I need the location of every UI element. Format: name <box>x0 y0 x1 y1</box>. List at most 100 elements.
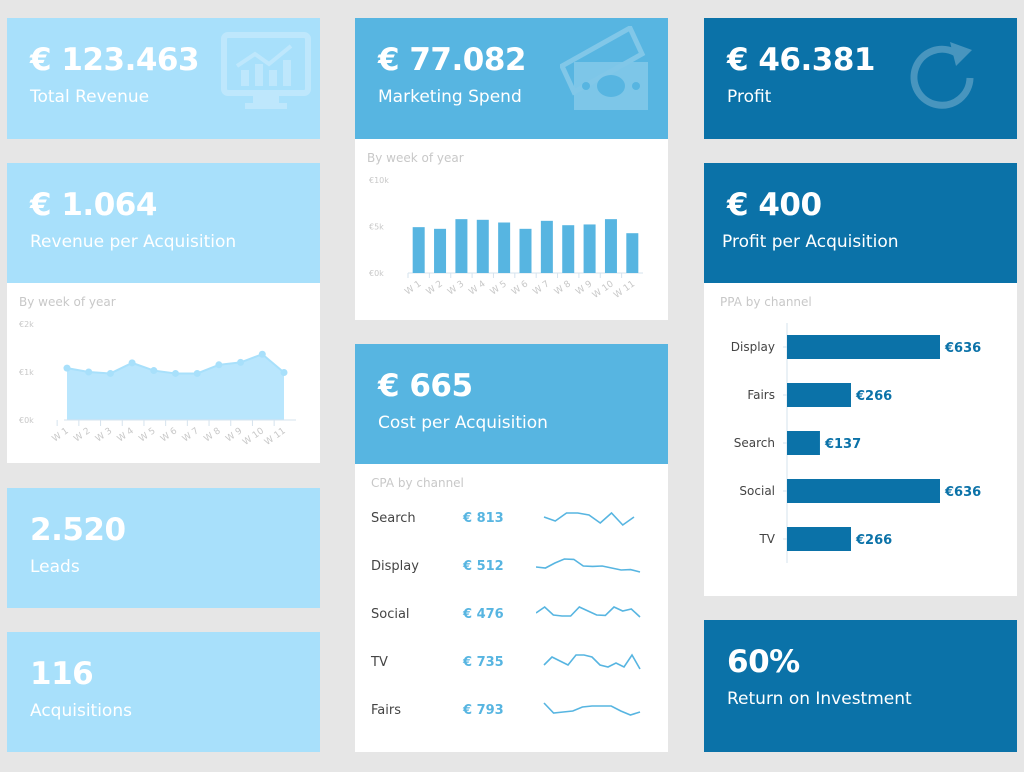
x-tick-label: W 6 <box>159 426 179 444</box>
x-tick-label: W 8 <box>553 279 573 297</box>
y-tick-label: €1k <box>19 368 34 377</box>
sparkline-path <box>543 511 635 527</box>
roi-card: 60% Return on Investment <box>704 620 1017 752</box>
money-icon <box>560 26 648 110</box>
ppa-by-channel-panel: PPA by channel Display €636 Fairs €266 Searc… <box>704 283 1017 596</box>
ppa-bar-chart: Display €636 Fairs €266 Search €137 Social €636… <box>731 323 981 563</box>
kpi-value: € 665 <box>378 368 473 404</box>
kpi-label: Cost per Acquisition <box>378 413 548 433</box>
channel-row: Display € 512 <box>371 551 651 581</box>
bar <box>498 222 511 273</box>
y-tick-label: €10k <box>369 176 389 185</box>
x-tick-label: W 6 <box>510 279 530 297</box>
kpi-label: Revenue per Acquisition <box>30 232 237 252</box>
bar <box>562 225 575 273</box>
y-tick-label: €0k <box>19 416 34 425</box>
category-label: Display <box>731 340 775 354</box>
cpa-by-channel-panel: CPA by channel Search € 813 Display € 512 So… <box>355 464 668 752</box>
kpi-value: 60% <box>727 644 800 680</box>
data-point <box>128 359 136 367</box>
bar-value-label: €266 <box>855 389 892 404</box>
channel-row: Social € 476 <box>371 599 651 629</box>
chart-title: PPA by channel <box>720 295 812 309</box>
kpi-value: € 77.082 <box>378 42 527 78</box>
channel-value: € 735 <box>463 655 504 670</box>
x-tick-label: W 1 <box>51 426 71 444</box>
x-tick-label: W 4 <box>467 279 487 297</box>
sparkline <box>543 653 641 670</box>
bar <box>519 228 532 273</box>
revenue-per-acquisition-card: € 1.064 Revenue per Acquisition <box>7 163 320 283</box>
sparkline <box>536 558 641 573</box>
x-tick-label: W 10 <box>591 279 616 301</box>
marketing-spend-card: € 77.082 Marketing Spend <box>355 18 668 139</box>
category-label: Fairs <box>747 388 775 402</box>
channel-name: Display <box>371 559 419 574</box>
channel-value: € 793 <box>463 703 504 718</box>
data-point <box>63 364 71 372</box>
bar <box>787 431 820 455</box>
channel-row: Fairs € 793 <box>371 695 651 725</box>
x-tick-label: W 7 <box>181 426 201 444</box>
bar-value-label: €636 <box>944 485 981 500</box>
data-point <box>280 368 288 376</box>
kpi-value: 2.520 <box>30 512 126 548</box>
area-fill <box>67 354 284 420</box>
cost-per-acquisition-card: € 665 Cost per Acquisition <box>355 344 668 464</box>
x-tick-label: W 3 <box>446 279 466 297</box>
x-tick-label: W 2 <box>425 279 445 297</box>
channel-name: Social <box>371 607 410 622</box>
data-point <box>237 358 245 366</box>
refresh-icon <box>910 42 974 109</box>
channel-name: TV <box>371 655 388 670</box>
bar <box>540 220 553 273</box>
data-point <box>85 368 93 376</box>
bar-value-label: €266 <box>855 533 892 548</box>
channel-name: Search <box>371 511 416 526</box>
kpi-label: Profit per Acquisition <box>722 232 899 252</box>
sparkline <box>543 702 641 716</box>
y-tick-label: €2k <box>19 320 34 329</box>
bar <box>787 479 940 503</box>
bar <box>434 228 447 273</box>
kpi-label: Total Revenue <box>30 87 150 107</box>
channel-value: € 813 <box>463 511 504 526</box>
bar <box>476 219 489 273</box>
data-point <box>172 369 179 377</box>
kpi-value: € 123.463 <box>30 42 200 78</box>
data-point <box>150 367 158 375</box>
x-tick-label: W 4 <box>116 426 136 444</box>
kpi-value: € 400 <box>727 187 822 223</box>
x-tick-label: W 7 <box>532 279 552 297</box>
x-tick-label: W 11 <box>612 279 637 301</box>
chart-title: By week of year <box>367 151 464 165</box>
x-tick-label: W 8 <box>203 426 223 444</box>
bar-value-label: €636 <box>944 341 981 356</box>
kpi-label: Return on Investment <box>727 689 912 709</box>
kpi-label: Leads <box>30 557 80 577</box>
x-tick-label: W 9 <box>224 426 244 444</box>
y-tick-label: €0k <box>369 269 384 278</box>
channel-name: Fairs <box>371 703 401 718</box>
channel-row: Search € 813 <box>371 503 651 533</box>
bar <box>604 219 617 273</box>
kpi-value: 116 <box>30 656 94 692</box>
x-tick-label: W 1 <box>403 279 423 297</box>
channel-row: TV € 735 <box>371 647 651 677</box>
category-label: Search <box>734 436 775 450</box>
x-tick-label: W 5 <box>489 279 509 297</box>
sparkline-path <box>543 702 641 716</box>
x-tick-label: W 3 <box>94 426 114 444</box>
leads-card: 2.520 Leads <box>7 488 320 608</box>
category-label: TV <box>758 532 775 546</box>
bar <box>626 233 639 273</box>
kpi-label: Marketing Spend <box>378 87 522 107</box>
channel-value: € 476 <box>463 607 504 622</box>
x-tick-label: W 11 <box>263 426 288 448</box>
acquisitions-card: 116 Acquisitions <box>7 632 320 752</box>
data-point <box>193 369 201 377</box>
sparkline-path <box>536 605 641 618</box>
kpi-label: Profit <box>727 87 772 107</box>
